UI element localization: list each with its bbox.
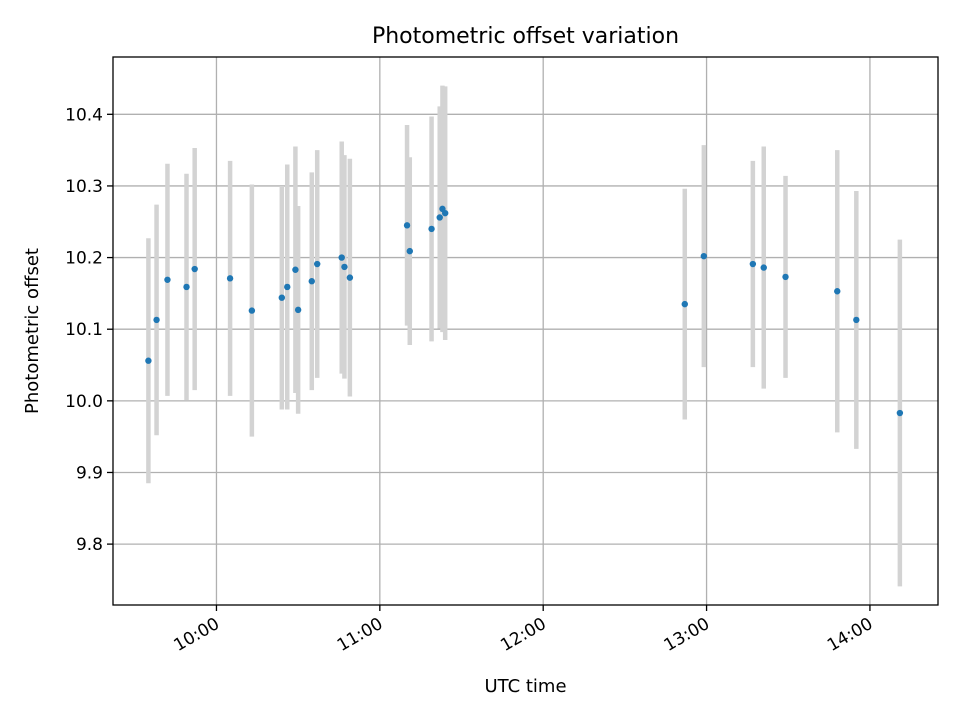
y-tick-label: 10.4 bbox=[65, 105, 103, 125]
data-point bbox=[292, 266, 299, 273]
data-point bbox=[226, 275, 234, 282]
point-layer bbox=[145, 205, 904, 417]
data-point bbox=[153, 316, 160, 324]
y-tick-label: 9.9 bbox=[76, 463, 103, 483]
data-point bbox=[749, 260, 757, 268]
x-axis-label: UTC time bbox=[484, 676, 566, 697]
data-point bbox=[308, 278, 315, 285]
data-point bbox=[341, 263, 348, 271]
y-tick-label: 10.2 bbox=[65, 249, 103, 269]
data-point bbox=[436, 214, 443, 221]
tick-layer: 10:00 11:00 12:00 13:00 14:009.89.910.010.11… bbox=[65, 105, 876, 656]
data-point bbox=[406, 247, 413, 255]
data-point bbox=[403, 222, 411, 229]
y-axis-label: Photometric offset bbox=[22, 248, 43, 414]
data-point bbox=[782, 273, 789, 281]
data-point bbox=[681, 300, 688, 308]
data-point bbox=[314, 260, 321, 268]
data-point bbox=[191, 265, 198, 273]
data-point bbox=[834, 288, 841, 295]
chart-title: Photometric offset variation bbox=[372, 24, 679, 49]
data-point bbox=[700, 252, 708, 260]
data-point bbox=[183, 283, 190, 291]
data-point bbox=[853, 316, 860, 324]
data-point bbox=[278, 294, 286, 301]
data-point bbox=[896, 409, 904, 417]
data-point bbox=[145, 357, 152, 364]
y-tick-label: 9.8 bbox=[76, 535, 103, 555]
data-point bbox=[441, 209, 449, 217]
data-point bbox=[248, 307, 256, 314]
data-point bbox=[284, 283, 291, 291]
axes-frame bbox=[112, 56, 939, 606]
data-point bbox=[346, 274, 354, 281]
data-point bbox=[760, 264, 767, 271]
data-point bbox=[294, 306, 302, 314]
data-point bbox=[338, 254, 345, 261]
data-point bbox=[164, 276, 171, 283]
y-tick-label: 10.1 bbox=[65, 320, 103, 340]
y-tick-label: 10.3 bbox=[65, 177, 103, 197]
data-point bbox=[428, 225, 435, 233]
y-tick-label: 10.0 bbox=[65, 392, 103, 412]
